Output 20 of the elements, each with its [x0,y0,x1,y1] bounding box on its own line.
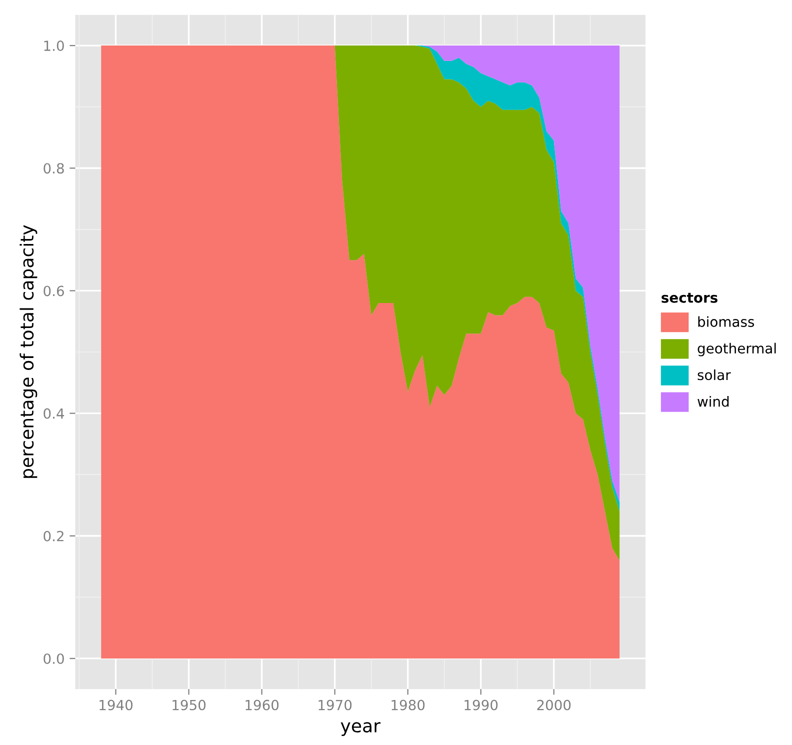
x-tick-label: 1950 [172,700,206,710]
y-tick-label: 0.8 [44,163,64,174]
x-tick-label: 1990 [464,700,498,710]
y-tick-label: 0.4 [44,408,64,419]
legend-label: geothermal [698,342,776,356]
y-tick-label: 0.2 [44,530,64,542]
legend-label: solar [698,369,731,380]
legend-label: wind [698,396,729,407]
x-tick-label: 1960 [246,700,279,710]
x-axis-title: year [340,722,380,736]
y-axis-title: percentage of total capacity [20,225,38,478]
legend-label: biomass [698,316,754,327]
x-tick-label: 2000 [537,700,571,710]
legend-title: sectors [662,292,718,303]
y-tick-label: 1.0 [44,40,64,52]
y-tick-label: 0.0 [44,653,64,664]
y-tick-label: 0.6 [44,286,64,296]
x-tick-label: 1980 [392,700,425,710]
x-tick-label: 1940 [100,700,133,710]
x-tick-label: 1970 [318,700,352,710]
